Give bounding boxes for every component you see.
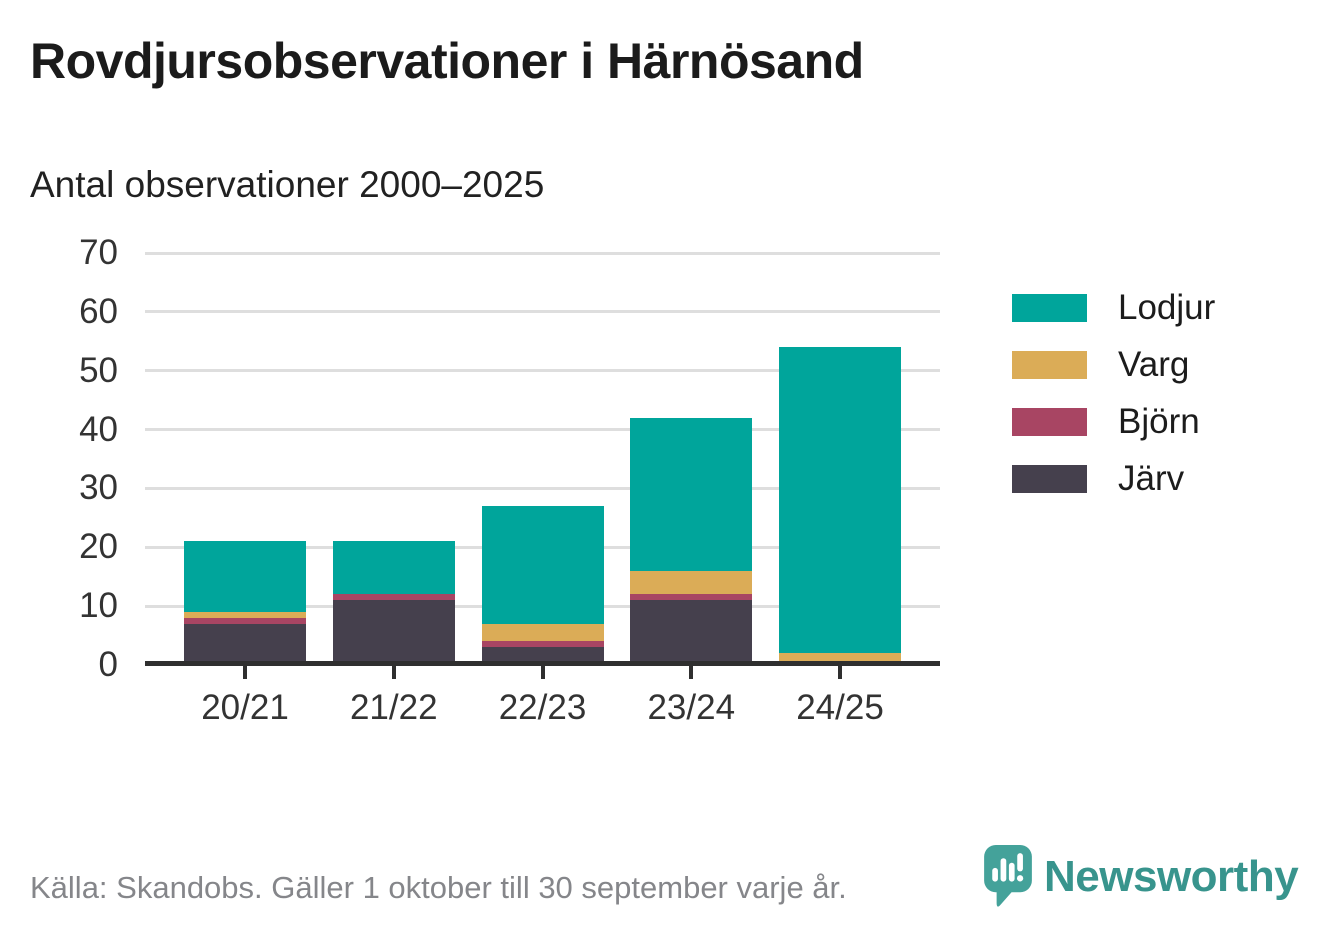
x-axis-tick-21-22	[391, 666, 396, 679]
bar-segment-20-21-varg	[184, 612, 306, 618]
legend-label-lodjur: Lodjur	[1118, 288, 1216, 327]
gridline-40	[145, 428, 940, 432]
bar-segment-24-25-varg	[779, 653, 901, 665]
y-axis-label-60: 60	[79, 291, 118, 331]
bar-segment-20-21-björn	[184, 617, 306, 624]
bar-segment-23-24-varg	[630, 570, 753, 595]
bar-segment-21-22-björn	[332, 594, 455, 601]
chart-subtitle: Antal observationer 2000–2025	[30, 164, 545, 205]
x-axis-label-22-23: 22/23	[498, 688, 587, 727]
source-attribution: Källa: Skandobs. Gäller 1 oktober till 3…	[30, 870, 847, 905]
y-axis-label-0: 0	[98, 645, 118, 684]
legend-label-varg: Varg	[1118, 345, 1190, 384]
x-axis-label-21-22: 21/22	[349, 688, 438, 727]
legend-row-bjorn: Björn	[1012, 402, 1215, 441]
legend-label-jarv: Järv	[1118, 459, 1185, 498]
legend-row-lodjur: Lodjur	[1012, 288, 1216, 327]
newsworthy-wordmark: Newsworthy	[1044, 852, 1299, 901]
newsworthy-speech-bubble-chart-icon	[984, 845, 1032, 907]
legend-swatch-varg	[1012, 351, 1087, 379]
x-axis-label-23-24: 23/24	[647, 688, 736, 727]
x-axis-tick-23-24	[689, 666, 694, 679]
x-axis-tick-22-23	[540, 666, 545, 679]
bar-segment-21-22-lodjur	[332, 541, 455, 595]
bar-segment-22-23-björn	[481, 641, 604, 648]
x-axis-label-24-25: 24/25	[796, 688, 884, 727]
bar-segment-22-23-lodjur	[481, 506, 604, 624]
bar-segment-20-21-järv	[184, 623, 306, 665]
y-axis-label-50: 50	[79, 350, 118, 390]
x-axis-label-20-21: 20/21	[201, 688, 289, 727]
x-axis-line	[145, 661, 940, 666]
bar-segment-23-24-björn	[630, 594, 753, 601]
chart-legend: Lodjur Varg Björn Järv	[1012, 288, 1216, 522]
bar-segment-22-23-varg	[481, 623, 604, 642]
x-axis-tick-24-25	[838, 666, 842, 679]
y-axis-label-70: 70	[79, 233, 118, 272]
gridline-30	[145, 486, 940, 490]
y-axis-label-40: 40	[79, 409, 118, 449]
x-axis-tick-20-21	[243, 666, 247, 679]
legend-row-varg: Varg	[1012, 345, 1215, 384]
legend-swatch-bjorn	[1012, 408, 1087, 436]
bar-segment-23-24-järv	[630, 600, 753, 665]
legend-swatch-lodjur	[1012, 294, 1087, 322]
bar-segment-23-24-lodjur	[630, 417, 753, 571]
bar-segment-24-25-lodjur	[779, 347, 901, 654]
newsworthy-logo: Newsworthy	[984, 845, 1299, 908]
page-title: Rovdjursobservationer i Härnösand	[30, 33, 864, 89]
bar-segment-22-23-järv	[481, 647, 604, 665]
legend-swatch-jarv	[1012, 465, 1087, 493]
gridline-70	[145, 251, 940, 255]
gridline-60	[145, 310, 940, 314]
legend-label-bjorn: Björn	[1118, 402, 1200, 441]
y-axis-label-20: 20	[79, 527, 118, 567]
bar-segment-21-22-järv	[332, 600, 455, 665]
y-axis-label-10: 10	[79, 586, 118, 626]
gridline-50	[145, 369, 940, 373]
bar-segment-20-21-lodjur	[184, 541, 306, 613]
y-axis-label-30: 30	[79, 468, 118, 508]
legend-row-jarv: Järv	[1012, 459, 1215, 498]
